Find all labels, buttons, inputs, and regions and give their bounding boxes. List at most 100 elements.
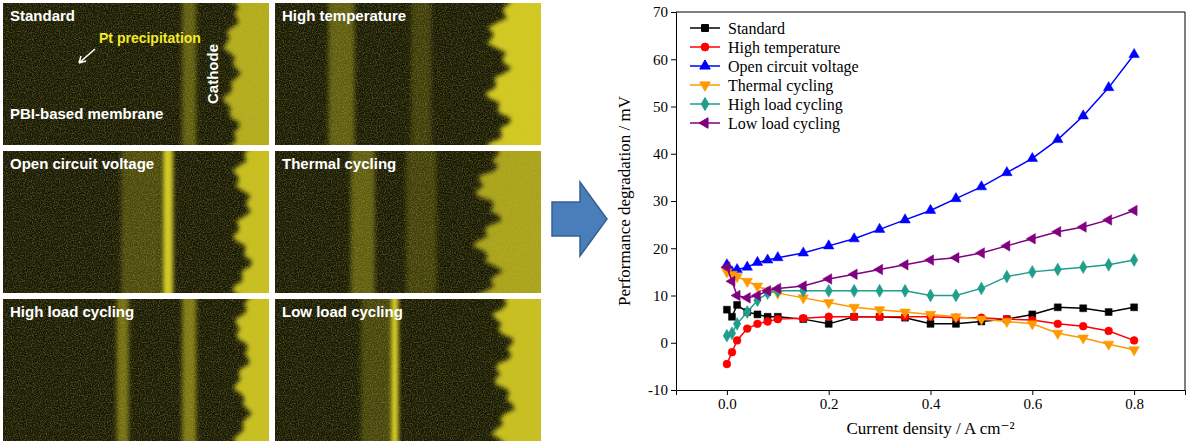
data-point [1130,336,1138,344]
micrograph-image [275,151,541,293]
tick-mark [671,201,676,202]
series-line [727,272,1134,350]
legend-item: Open circuit voltage [690,58,859,76]
data-point [1079,322,1087,330]
data-point [823,274,832,285]
data-point [1105,309,1112,316]
micrograph-background [275,151,541,293]
tick-mark [671,154,676,155]
data-point [951,314,962,323]
legend-label: High load cycling [728,96,843,114]
tick: -10 [648,382,676,398]
data-point [850,284,857,297]
micrograph: Open circuit voltage [3,141,289,303]
data-point [754,320,762,328]
legend-item: Standard [690,20,785,37]
legend-marker [701,43,709,51]
data-point [1078,110,1089,119]
panel-title: Open circuit voltage [10,155,154,172]
tick-label: -10 [648,382,668,398]
tick: 30 [653,193,676,209]
tick-label: 50 [653,99,668,115]
data-point [1054,304,1061,311]
data-point [798,247,809,256]
tick: 60 [653,52,676,68]
pt-label: Pt precipitation [99,30,201,46]
tick: 0 [661,335,677,351]
data-point [1103,82,1114,91]
data-point [752,256,763,265]
data-point [1029,265,1036,278]
tick-label: 40 [653,146,668,162]
data-point [924,255,933,266]
legend-label: Low load cycling [728,115,840,133]
tick-mark [671,107,676,108]
micrograph-texture [3,3,269,145]
legend-label: Standard [728,20,785,37]
data-point [976,181,987,190]
micrograph-background [3,3,269,145]
data-point [899,260,908,271]
tick-mark [931,390,932,395]
micrograph: High load cycling [3,289,289,446]
series-line [727,260,1134,336]
data-point [729,313,736,320]
data-point [825,313,833,321]
data-point [1077,222,1086,233]
data-point [723,306,730,313]
tick-label: 0.8 [1125,396,1144,412]
tick-mark [671,296,676,297]
data-point [1052,133,1063,142]
tick: 40 [653,146,676,162]
micrograph: High temperature [275,0,561,155]
data-point [1105,327,1113,335]
data-point [799,314,807,322]
axis-line [671,13,677,391]
legend-item: High temperature [690,39,840,57]
data-point [1027,321,1038,330]
data-point [950,252,959,263]
data-point [876,284,883,297]
micrograph-background [275,299,541,441]
data-point [734,301,741,308]
data-point [1003,270,1010,283]
tick-mark [671,248,676,249]
legend-marker [702,25,709,32]
tick-mark [829,390,830,395]
data-point [975,248,984,259]
tick: 10 [653,288,676,304]
data-point [728,327,735,340]
panel-title: Standard [10,7,75,24]
tick-label: 10 [653,288,668,304]
micrograph-image [275,299,541,441]
data-point [774,315,782,323]
panel-title: High load cycling [10,303,134,320]
tick-mark [1134,390,1135,395]
data-point [723,360,731,368]
data-point [1002,318,1013,327]
data-point [797,281,806,292]
panel-title: Thermal cycling [282,155,396,172]
data-point [849,304,860,313]
legend-marker [700,82,711,91]
axis-line [677,391,1186,396]
data-point [927,289,934,302]
data-point [925,204,936,213]
data-point [728,348,736,356]
series-line [727,210,1134,297]
plot-area [721,48,1140,367]
tick: 0.2 [820,390,839,412]
data-point [848,269,857,280]
tick-mark [727,390,728,395]
legend-marker [700,60,711,69]
chart: 0.00.20.40.60.8-10010203040506070Current… [615,4,1186,438]
legend-label: High temperature [728,39,840,57]
data-point [874,223,885,232]
data-point [733,317,740,330]
data-point [825,284,832,297]
tick: 0.0 [718,390,737,412]
data-point [823,240,834,249]
legend-label: Open circuit voltage [728,58,859,76]
micrograph-image [3,3,269,145]
data-point [849,233,860,242]
